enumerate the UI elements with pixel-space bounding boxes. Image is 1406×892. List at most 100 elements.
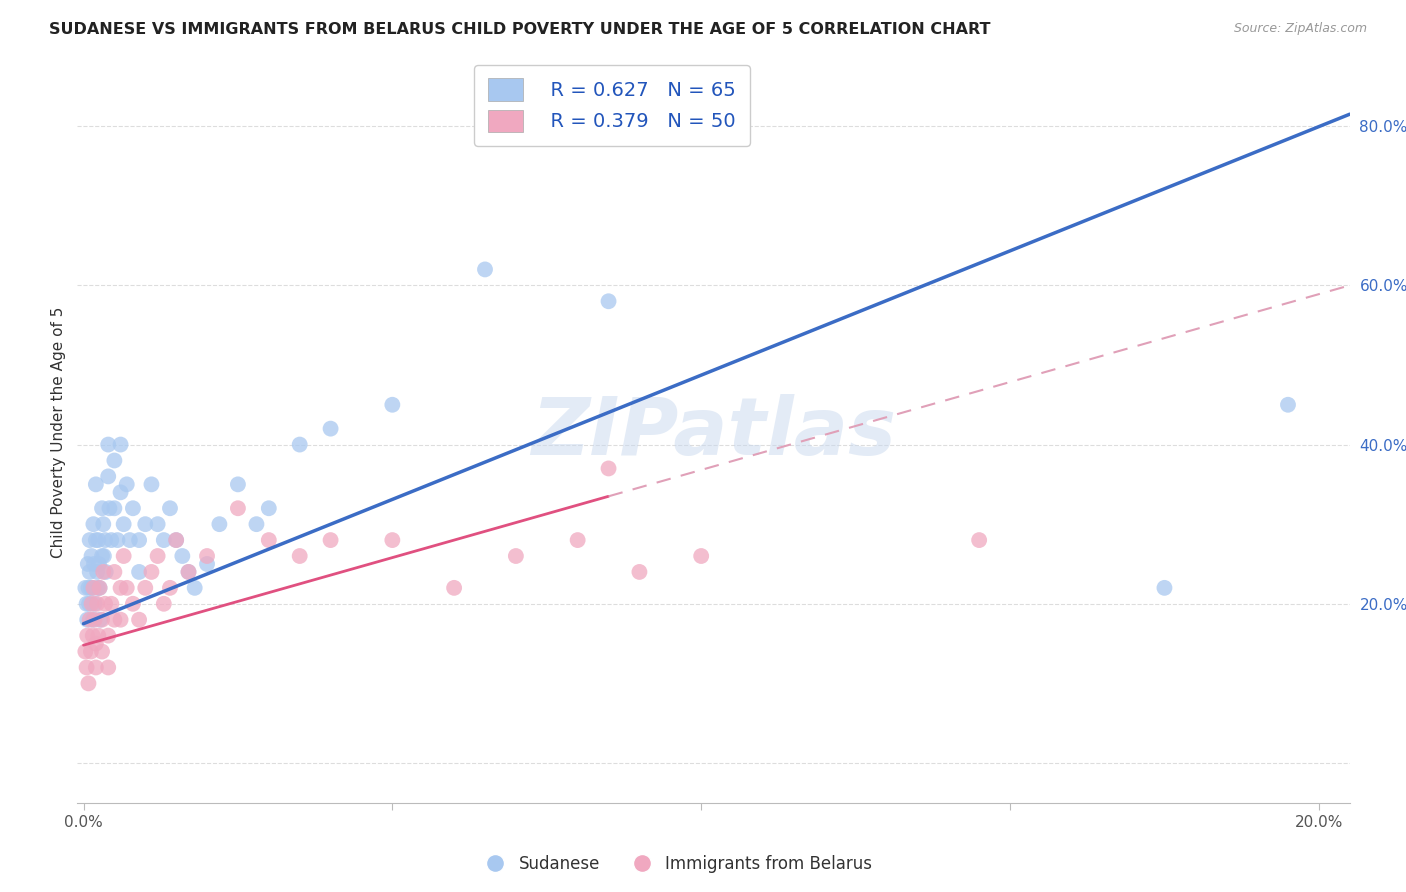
Point bbox=[381, 398, 404, 412]
Point bbox=[89, 581, 111, 595]
Point bbox=[100, 533, 122, 547]
Point bbox=[128, 565, 150, 579]
Point bbox=[94, 533, 117, 547]
Point bbox=[505, 549, 527, 563]
Point bbox=[146, 549, 169, 563]
Point bbox=[79, 565, 101, 579]
Point bbox=[110, 485, 132, 500]
Point bbox=[107, 533, 129, 547]
Point bbox=[103, 501, 125, 516]
Point bbox=[103, 453, 125, 467]
Point bbox=[97, 437, 120, 451]
Point bbox=[82, 629, 104, 643]
Point bbox=[93, 549, 115, 563]
Point bbox=[165, 533, 187, 547]
Point bbox=[319, 422, 342, 436]
Point bbox=[75, 581, 97, 595]
Point bbox=[94, 597, 117, 611]
Point bbox=[172, 549, 194, 563]
Point bbox=[76, 557, 98, 571]
Point bbox=[443, 581, 465, 595]
Point bbox=[381, 533, 404, 547]
Point bbox=[80, 549, 103, 563]
Point bbox=[82, 581, 104, 595]
Legend: Sudanese, Immigrants from Belarus: Sudanese, Immigrants from Belarus bbox=[472, 848, 879, 880]
Point bbox=[159, 501, 181, 516]
Point bbox=[474, 262, 496, 277]
Point bbox=[128, 613, 150, 627]
Point bbox=[82, 517, 104, 532]
Point bbox=[183, 581, 205, 595]
Point bbox=[77, 581, 100, 595]
Point bbox=[80, 581, 103, 595]
Point bbox=[208, 517, 231, 532]
Point bbox=[245, 517, 267, 532]
Point bbox=[97, 469, 120, 483]
Point bbox=[122, 501, 145, 516]
Point bbox=[80, 597, 103, 611]
Point bbox=[165, 533, 187, 547]
Y-axis label: Child Poverty Under the Age of 5: Child Poverty Under the Age of 5 bbox=[51, 307, 66, 558]
Point bbox=[967, 533, 990, 547]
Point bbox=[91, 549, 114, 563]
Point bbox=[76, 629, 98, 643]
Point bbox=[103, 613, 125, 627]
Point bbox=[598, 294, 620, 309]
Point bbox=[141, 477, 163, 491]
Point bbox=[87, 557, 110, 571]
Point bbox=[690, 549, 713, 563]
Point bbox=[91, 565, 114, 579]
Point bbox=[141, 565, 163, 579]
Point bbox=[112, 549, 135, 563]
Point bbox=[134, 581, 156, 595]
Point bbox=[97, 660, 120, 674]
Point bbox=[83, 613, 105, 627]
Point bbox=[89, 581, 111, 595]
Point bbox=[86, 597, 108, 611]
Point bbox=[115, 477, 138, 491]
Text: Source: ZipAtlas.com: Source: ZipAtlas.com bbox=[1233, 22, 1367, 36]
Point bbox=[319, 533, 342, 547]
Point bbox=[79, 613, 101, 627]
Point bbox=[567, 533, 589, 547]
Point bbox=[84, 660, 107, 674]
Point bbox=[226, 501, 249, 516]
Point bbox=[84, 477, 107, 491]
Point bbox=[1153, 581, 1175, 595]
Point bbox=[288, 437, 311, 451]
Point bbox=[288, 549, 311, 563]
Point bbox=[91, 613, 114, 627]
Point bbox=[77, 597, 100, 611]
Point bbox=[103, 565, 125, 579]
Point bbox=[76, 597, 98, 611]
Point bbox=[110, 581, 132, 595]
Point bbox=[86, 565, 108, 579]
Point bbox=[195, 549, 218, 563]
Point bbox=[76, 613, 98, 627]
Point bbox=[75, 644, 97, 658]
Point bbox=[153, 533, 176, 547]
Point bbox=[84, 533, 107, 547]
Point bbox=[112, 517, 135, 532]
Point bbox=[177, 565, 200, 579]
Point bbox=[115, 581, 138, 595]
Point bbox=[87, 533, 110, 547]
Point bbox=[110, 613, 132, 627]
Point bbox=[598, 461, 620, 475]
Text: ZIPatlas: ZIPatlas bbox=[531, 393, 896, 472]
Point bbox=[118, 533, 141, 547]
Point bbox=[257, 501, 280, 516]
Point bbox=[76, 660, 98, 674]
Point bbox=[97, 629, 120, 643]
Point bbox=[628, 565, 651, 579]
Point bbox=[86, 581, 108, 595]
Point bbox=[83, 557, 105, 571]
Point bbox=[79, 533, 101, 547]
Point bbox=[91, 517, 114, 532]
Text: SUDANESE VS IMMIGRANTS FROM BELARUS CHILD POVERTY UNDER THE AGE OF 5 CORRELATION: SUDANESE VS IMMIGRANTS FROM BELARUS CHIL… bbox=[49, 22, 991, 37]
Point bbox=[128, 533, 150, 547]
Point bbox=[122, 597, 145, 611]
Point bbox=[83, 597, 105, 611]
Point bbox=[146, 517, 169, 532]
Point bbox=[89, 613, 111, 627]
